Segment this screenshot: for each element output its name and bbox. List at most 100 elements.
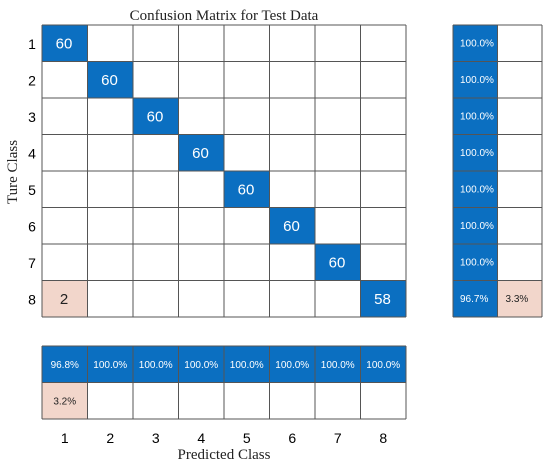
matrix-cell [360, 98, 406, 135]
row-summary-incorrect-cell [497, 207, 542, 244]
row-summary-correct-value: 96.7% [460, 294, 488, 305]
matrix-cell [178, 134, 224, 171]
matrix-cell [360, 61, 406, 98]
row-summary-incorrect-cell [497, 171, 542, 208]
matrix-cell [133, 25, 179, 62]
matrix-cell [87, 25, 133, 62]
matrix-cell-value: 60 [147, 109, 164, 126]
matrix-cell [87, 171, 133, 208]
column-summary-correct-value: 100.0% [93, 360, 127, 371]
y-tick-label: 6 [28, 219, 36, 235]
matrix-cell [133, 280, 179, 317]
matrix-cell [224, 171, 270, 208]
matrix-cell [269, 134, 315, 171]
y-tick-label: 2 [28, 73, 36, 89]
column-summary-incorrect-cell [224, 382, 270, 419]
y-tick-label: 7 [28, 255, 36, 271]
matrix-grid-lines [41, 24, 407, 318]
matrix-cell [133, 98, 179, 135]
matrix-cell [224, 61, 270, 98]
row-summary-panel: 100.0% 100.0% 100.0% 100.0% 100.0% 100.0% 100.… [452, 24, 543, 318]
row-summary-grid-lines [452, 24, 543, 318]
matrix-cell [269, 61, 315, 98]
y-tick-labels: 1 2 3 4 5 6 7 8 [28, 36, 36, 308]
row-summary-incorrect-cell [497, 25, 542, 62]
matrix-cell [178, 25, 224, 62]
x-tick-label: 8 [379, 430, 387, 446]
matrix-cell [315, 61, 361, 98]
matrix-cell [315, 98, 361, 135]
matrix-cell [87, 244, 133, 281]
confusion-matrix-grid: 60 60 60 60 60 60 60 2 58 [41, 24, 407, 318]
matrix-cell [42, 280, 88, 317]
column-summary-correct-value: 100.0% [184, 360, 218, 371]
y-tick-label: 4 [28, 146, 36, 162]
row-summary-correct-value: 100.0% [460, 39, 494, 50]
column-summary-correct-cell [178, 346, 224, 383]
column-summary-correct-cell [315, 346, 361, 383]
matrix-cell [178, 171, 224, 208]
matrix-cell [133, 61, 179, 98]
matrix-cell [315, 280, 361, 317]
y-tick-label: 3 [28, 109, 36, 125]
matrix-cell [224, 98, 270, 135]
column-summary-correct-cell [133, 346, 179, 383]
matrix-cell [133, 134, 179, 171]
column-summary-correct-value: 100.0% [275, 360, 309, 371]
matrix-cell [224, 25, 270, 62]
x-tick-label: 7 [334, 430, 342, 446]
matrix-cell-value: 60 [101, 72, 118, 89]
matrix-cell [42, 244, 88, 281]
matrix-cell [133, 207, 179, 244]
column-summary-correct-cell [224, 346, 270, 383]
row-summary-correct-value: 100.0% [460, 112, 494, 123]
row-summary-correct-value: 100.0% [460, 185, 494, 196]
matrix-cell-value: 60 [238, 182, 255, 199]
row-summary-correct-value: 100.0% [460, 258, 494, 269]
matrix-cell [42, 98, 88, 135]
matrix-cell [224, 134, 270, 171]
column-summary-incorrect-cell [360, 382, 406, 419]
matrix-cell [224, 280, 270, 317]
matrix-cell [360, 25, 406, 62]
row-summary-correct-value: 100.0% [460, 75, 494, 86]
row-summary-correct-cell [453, 207, 498, 244]
column-summary-correct-cell [360, 346, 406, 383]
matrix-cell [315, 244, 361, 281]
x-tick-label: 6 [288, 430, 296, 446]
matrix-cell [269, 244, 315, 281]
matrix-cell [360, 171, 406, 208]
matrix-cell [178, 98, 224, 135]
column-summary-correct-value: 100.0% [230, 360, 264, 371]
column-summary-incorrect-cell [315, 382, 361, 419]
column-summary-incorrect-value: 3.2% [53, 396, 76, 407]
row-summary-correct-cell [453, 171, 498, 208]
row-summary-incorrect-cell [497, 280, 542, 317]
matrix-cell [315, 134, 361, 171]
row-summary-correct-cell [453, 134, 498, 171]
matrix-cell [315, 207, 361, 244]
matrix-cell-value: 60 [56, 36, 73, 53]
column-summary-panel: 96.8% 3.2% 100.0% 100.0% 100.0% 100.0% 100.0% 1… [41, 345, 407, 420]
x-tick-label: 1 [61, 430, 69, 446]
column-summary-correct-cell [42, 346, 88, 383]
matrix-cell [87, 61, 133, 98]
matrix-cell [42, 134, 88, 171]
matrix-cell [133, 244, 179, 281]
column-summary-correct-value: 100.0% [139, 360, 173, 371]
x-axis-title: Predicted Class [178, 447, 271, 463]
column-summary-correct-value: 100.0% [366, 360, 400, 371]
matrix-cell [360, 244, 406, 281]
row-summary-correct-cell [453, 244, 498, 281]
matrix-cell [87, 280, 133, 317]
y-tick-label: 8 [28, 292, 36, 308]
matrix-cell-value: 60 [192, 145, 209, 162]
row-summary-correct-cell [453, 25, 498, 62]
y-axis-title: Ture Class [5, 140, 21, 204]
matrix-cell [178, 280, 224, 317]
row-summary-incorrect-cell [497, 134, 542, 171]
matrix-cell-value: 58 [374, 291, 391, 308]
matrix-cell-value: 60 [329, 255, 346, 272]
row-summary-incorrect-value: 3.3% [506, 294, 529, 305]
